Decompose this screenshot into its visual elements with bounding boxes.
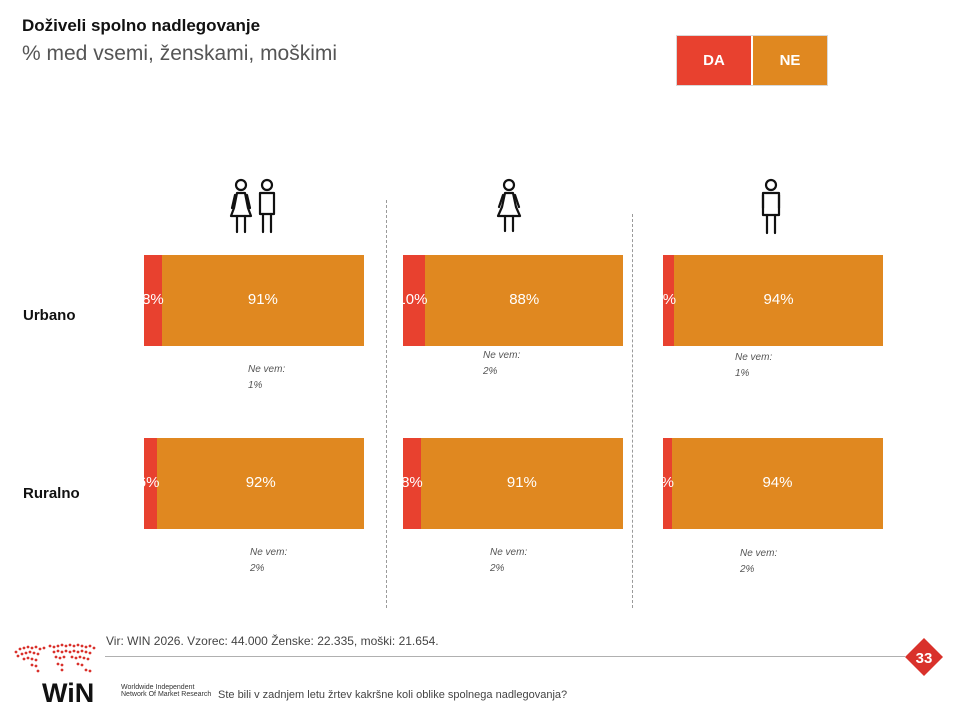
legend-ne: NE (753, 36, 827, 85)
stacked-bar: 6% 92% (144, 438, 364, 529)
page-subtitle: % med vsemi, ženskami, moškimi (22, 42, 338, 65)
bar-segment-da (663, 438, 672, 529)
data-label-da: 10% (403, 291, 428, 308)
bar-segment-ne (420, 438, 623, 529)
data-label-da: 8% (144, 291, 164, 308)
row-label-urbano: Urbano (23, 307, 76, 324)
data-label-ne: 94% (762, 474, 793, 491)
bar-segment-da (403, 255, 426, 346)
bar-segment-da (144, 438, 158, 529)
people-both-icon (229, 178, 276, 234)
data-label-ne: 91% (247, 291, 278, 308)
logo-caption: Worldwide Independent Network Of Market … (121, 684, 212, 698)
bar-segment-ne (157, 438, 364, 529)
column-divider (632, 214, 633, 608)
stacked-bar: 4% 94% (663, 438, 883, 529)
data-label-nevem: Ne vem: 1% (735, 352, 773, 379)
bar-segment-ne (425, 255, 623, 346)
column-divider (386, 200, 387, 608)
stacked-bar: 10% 88% (403, 255, 623, 346)
data-label-da: 6% (144, 474, 160, 491)
win-logo: WiN (14, 643, 96, 706)
stacked-bar: 8% 91% (403, 438, 623, 529)
page-title: Doživeli spolno nadlegovanje (22, 16, 261, 35)
row-label-ruralno: Ruralno (23, 485, 80, 502)
data-label-ne: 88% (509, 291, 540, 308)
stacked-bar: 8% 91% (144, 255, 364, 346)
data-label-nevem: Ne vem: 2% (490, 547, 528, 574)
data-label-nevem: Ne vem: 2% (250, 547, 288, 574)
page-number: 33 (916, 650, 933, 667)
woman-icon (496, 178, 522, 233)
footer-rule (105, 656, 905, 657)
data-label-ne: 92% (245, 474, 276, 491)
logo-wordmark: WiN (42, 678, 94, 706)
bar-segment-ne (671, 438, 883, 529)
data-label-ne: 91% (506, 474, 537, 491)
bar-segment-ne (674, 255, 883, 346)
page-number-badge: 33 (905, 638, 943, 676)
bar-segment-da (663, 255, 675, 346)
question-note: Ste bili v zadnjem letu žrtev kakršne ko… (218, 689, 568, 701)
bar-segment-ne (161, 255, 364, 346)
stacked-bar: 5% 94% (663, 255, 883, 346)
bar-segment-da (403, 438, 421, 529)
legend-da: DA (677, 36, 753, 85)
data-label-nevem: Ne vem: 1% (248, 364, 286, 391)
data-label-da: 8% (403, 474, 423, 491)
man-icon (761, 178, 781, 235)
bar-segment-da (144, 255, 162, 346)
source-note: Vir: WIN 2026. Vzorec: 44.000 Ženske: 22… (106, 634, 439, 648)
data-label-da: 4% (663, 474, 674, 492)
legend: DA NE (677, 36, 827, 85)
data-label-ne: 94% (763, 291, 794, 308)
data-label-nevem: Ne vem: 2% (483, 350, 521, 377)
data-label-da: 5% (663, 291, 677, 308)
data-label-nevem: Ne vem: 2% (740, 548, 778, 575)
